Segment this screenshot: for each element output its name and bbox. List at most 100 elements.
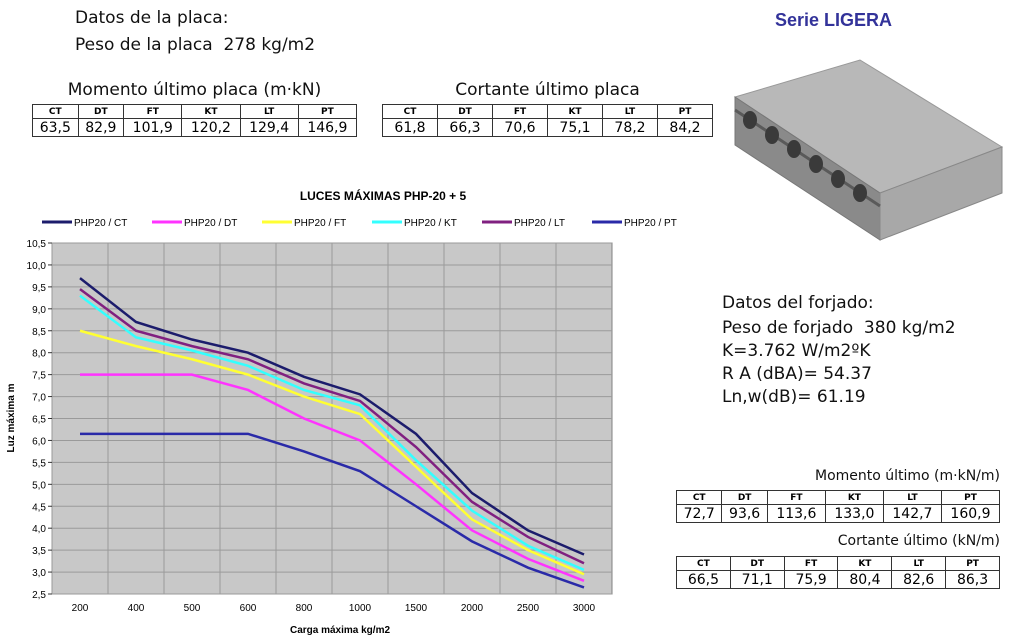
value-cell: 82,9 [78,119,124,137]
x-tick-label: 1500 [405,603,428,614]
value-cell: 120,2 [182,119,240,137]
y-tick-label: 4,5 [32,502,46,513]
header-cell: FT [784,557,838,571]
forjado-line: Ln,w(dB)= 61.19 [722,387,866,407]
header-cell: DT [730,557,784,571]
value-cell: 82,6 [892,571,946,589]
x-tick-label: 500 [184,603,201,614]
value-cell: 71,1 [730,571,784,589]
value-cell: 66,5 [677,571,731,589]
value-cell: 66,3 [438,119,493,137]
header-cell: LT [883,491,941,505]
value-cell: 75,1 [548,119,603,137]
header-cell: KT [838,557,892,571]
header-cell: DT [722,491,767,505]
legend-label: PHP20 / KT [404,218,457,229]
legend-label: PHP20 / FT [294,218,346,229]
header-cell: PT [298,105,356,119]
header-cell: LT [240,105,298,119]
y-tick-label: 6,0 [32,436,46,447]
value-cell: 70,6 [493,119,548,137]
y-tick-label: 9,5 [32,283,46,294]
forjado-line: K=3.762 W/m2ºK [722,341,871,361]
placa-title: Datos de la placa: [75,8,228,28]
header-cell: CT [677,491,722,505]
x-axis-title: Carga máxima kg/m2 [290,625,390,636]
x-tick-label: 2000 [461,603,484,614]
header-cell: KT [548,105,603,119]
value-cell: 160,9 [941,505,999,523]
y-tick-label: 3,0 [32,568,46,579]
value-cell: 75,9 [784,571,838,589]
y-tick-label: 2,5 [32,590,46,601]
y-tick-label: 4,0 [32,524,46,535]
y-axis-title: Luz máxima m [6,383,17,452]
y-tick-label: 7,5 [32,371,46,382]
table-title: Momento último (m·kN/m) [676,468,1000,484]
value-cell: 146,9 [298,119,356,137]
value-cell: 93,6 [722,505,767,523]
value-cell: 63,5 [33,119,79,137]
header-cell: PT [941,491,999,505]
forjado-line: R A (dBA)= 54.37 [722,364,872,384]
header-cell: DT [78,105,124,119]
value-cell: 80,4 [838,571,892,589]
header-cell: LT [603,105,658,119]
legend-label: PHP20 / DT [184,218,237,229]
x-tick-label: 800 [296,603,313,614]
table-title: Cortante último (kN/m) [676,533,1000,549]
value-cell: 113,6 [767,505,825,523]
value-cell: 101,9 [124,119,182,137]
legend-label: PHP20 / LT [514,218,565,229]
y-tick-label: 3,5 [32,546,46,557]
value-cell: 133,0 [825,505,883,523]
slab-illustration [720,55,1010,250]
chart-title: LUCES MÁXIMAS PHP-20 + 5 [300,188,467,203]
header-cell: CT [33,105,79,119]
chart: LUCES MÁXIMAS PHP-20 + 5 Carga máxima kg… [0,185,700,640]
header-cell: LT [892,557,946,571]
header-cell: KT [182,105,240,119]
header-cell: DT [438,105,493,119]
header-cell: CT [383,105,438,119]
header-cell: FT [767,491,825,505]
x-tick-label: 3000 [573,603,596,614]
value-cell: 142,7 [883,505,941,523]
header-cell: FT [124,105,182,119]
forjado-line: Peso de forjado 380 kg/m2 [722,318,956,338]
x-tick-label: 1000 [349,603,372,614]
header-cell: CT [677,557,731,571]
header-cell: PT [946,557,1000,571]
value-cell: 84,2 [658,119,713,137]
forjado-title: Datos del forjado: [722,293,874,313]
legend-label: PHP20 / CT [74,218,127,229]
header-cell: KT [825,491,883,505]
placa-peso: Peso de la placa 278 kg/m2 [75,35,315,55]
y-tick-label: 7,0 [32,393,46,404]
table-title: Momento último placa (m·kN) [32,80,357,100]
y-tick-label: 9,0 [32,305,46,316]
value-cell: 86,3 [946,571,1000,589]
value-cell: 72,7 [677,505,722,523]
header-cell: PT [658,105,713,119]
header-cell: FT [493,105,548,119]
value-cell: 129,4 [240,119,298,137]
y-tick-label: 8,5 [32,327,46,338]
table-title: Cortante último placa [382,80,713,100]
y-tick-label: 5,5 [32,458,46,469]
y-tick-label: 5,0 [32,480,46,491]
y-tick-label: 6,5 [32,415,46,426]
x-tick-label: 400 [128,603,145,614]
legend-label: PHP20 / PT [624,218,677,229]
x-tick-label: 200 [72,603,89,614]
header-row: CTDTFTKTLTPT [677,491,1000,505]
